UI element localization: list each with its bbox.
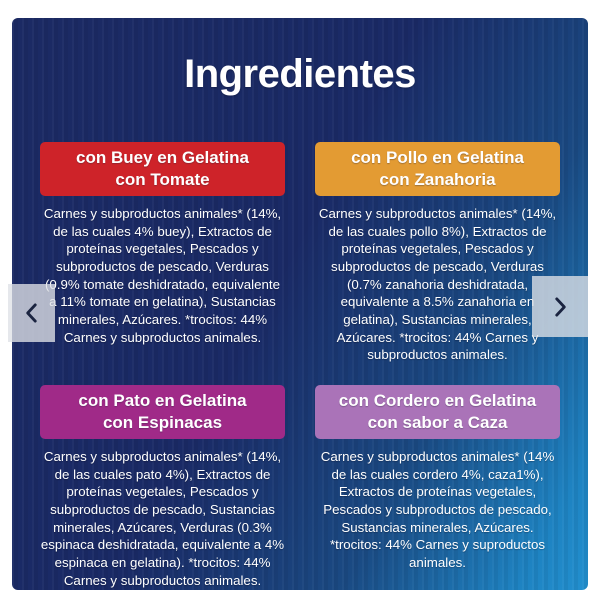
variant-name-line2: con Espinacas	[102, 413, 223, 433]
ingredients-text-pato: Carnes y subproductos animales* (14%, de…	[40, 449, 285, 588]
ingredients-text-cordero: Carnes y subproductos animales* (14% de …	[320, 449, 555, 571]
ingredients-text-pollo: Carnes y subproductos animales* (14%, de…	[318, 206, 557, 363]
variant-header-cordero: con Cordero en Gelatina con sabor a Caza	[315, 385, 560, 440]
carousel-prev-button[interactable]	[8, 284, 55, 342]
ingredients-panel: Ingredientes con Buey en Gelatina con To…	[12, 18, 588, 590]
variant-name-line2: con sabor a Caza	[367, 413, 508, 433]
cards-grid: con Buey en Gelatina con Tomate Carnes y…	[40, 142, 560, 589]
ingredients-text-buey: Carnes y subproductos animales* (14%, de…	[43, 206, 282, 345]
ingredient-card-pato: con Pato en Gelatina con Espinacas Carne…	[40, 385, 285, 589]
variant-header-buey: con Buey en Gelatina con Tomate	[40, 142, 285, 196]
variant-header-pollo: con Pollo en Gelatina con Zanahoria	[315, 142, 560, 196]
chevron-left-icon	[25, 303, 37, 323]
page-title: Ingredientes	[184, 52, 416, 96]
chevron-right-icon	[555, 296, 566, 317]
ingredient-card-cordero: con Cordero en Gelatina con sabor a Caza…	[315, 385, 560, 589]
ingredient-card-buey: con Buey en Gelatina con Tomate Carnes y…	[40, 142, 285, 364]
ingredient-card-pollo: con Pollo en Gelatina con Zanahoria Carn…	[315, 142, 560, 364]
variant-header-pato: con Pato en Gelatina con Espinacas	[40, 385, 285, 440]
variant-name-line1: con Buey en Gelatina	[76, 148, 249, 168]
variant-name-line2: con Zanahoria	[379, 170, 496, 189]
variant-name-line2: con Tomate	[115, 170, 210, 189]
variant-name-line1: con Pollo en Gelatina	[351, 148, 524, 168]
variant-name-line1: con Cordero en Gelatina	[338, 391, 537, 411]
carousel-next-button[interactable]	[532, 276, 588, 337]
variant-name-line1: con Pato en Gelatina	[78, 391, 247, 411]
